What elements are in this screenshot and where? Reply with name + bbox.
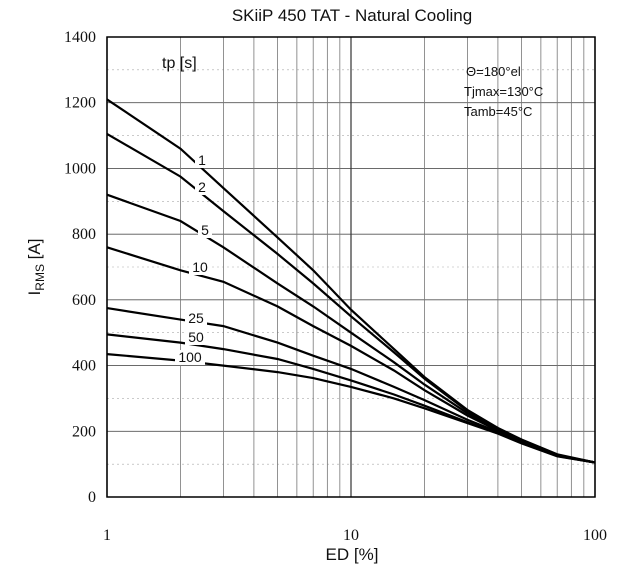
y-axis-label: IRMS [A] bbox=[25, 239, 47, 296]
y-tick-label: 1400 bbox=[64, 29, 96, 46]
y-tick-label: 1000 bbox=[64, 160, 96, 177]
curve-label-bg bbox=[175, 350, 205, 365]
legend-title: tp [s] bbox=[162, 55, 197, 72]
annotation-tamb: Tamb=45°C bbox=[464, 104, 532, 119]
y-axis-label-main: I bbox=[25, 291, 44, 296]
curve-label-25: 25 bbox=[188, 310, 204, 326]
curve-label-bg bbox=[195, 153, 209, 168]
curve-label-50: 50 bbox=[188, 329, 204, 345]
y-tick-label: 0 bbox=[88, 489, 96, 506]
curve-label-bg bbox=[189, 260, 211, 275]
series-line-100 bbox=[106, 353, 596, 464]
curve-label-10: 10 bbox=[192, 259, 208, 275]
y-tick-label: 600 bbox=[72, 292, 96, 309]
chart-title: SKiiP 450 TAT - Natural Cooling bbox=[232, 6, 472, 25]
y-axis-label-sub: RMS bbox=[33, 264, 47, 291]
curve-label-bg bbox=[198, 223, 212, 238]
y-tick-label: 400 bbox=[72, 358, 96, 375]
x-tick-label: 100 bbox=[583, 527, 607, 544]
tick-labels: 0 200 400 600 800 1000 1200 1400 1 10 100 bbox=[64, 29, 607, 544]
curve-label-1: 1 bbox=[198, 152, 206, 168]
curve-label-100: 100 bbox=[178, 349, 202, 365]
curve-label-bg bbox=[195, 180, 209, 195]
annotations: Θ=180°el Tjmax=130°C Tamb=45°C bbox=[464, 64, 543, 119]
plot-frame bbox=[106, 36, 596, 498]
y-axis-label-unit: [A] bbox=[25, 239, 44, 265]
curve-label-bg bbox=[185, 311, 207, 326]
y-tick-label: 800 bbox=[72, 226, 96, 243]
curve-label-2: 2 bbox=[198, 179, 206, 195]
x-tick-label: 1 bbox=[103, 527, 111, 544]
annotation-tjmax: Tjmax=130°C bbox=[464, 84, 543, 99]
y-tick-label: 1200 bbox=[64, 95, 96, 112]
curves bbox=[106, 98, 596, 464]
x-axis-label: ED [%] bbox=[326, 545, 379, 564]
curve-label-bg bbox=[185, 330, 207, 345]
curve-label-5: 5 bbox=[201, 222, 209, 238]
annotation-theta: Θ=180°el bbox=[466, 64, 521, 79]
y-tick-label: 200 bbox=[72, 423, 96, 440]
x-tick-label: 10 bbox=[343, 527, 359, 544]
